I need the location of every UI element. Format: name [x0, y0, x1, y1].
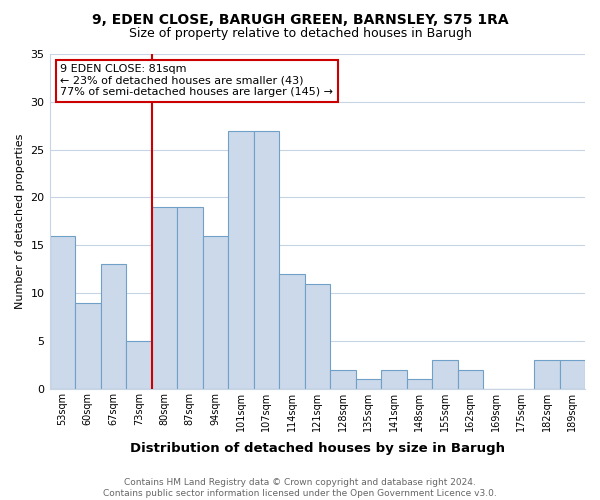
Bar [254, 130, 279, 388]
Bar [101, 264, 126, 388]
Bar [560, 360, 585, 388]
Bar [152, 207, 177, 388]
Bar [356, 379, 381, 388]
Bar [407, 379, 432, 388]
Bar [203, 236, 228, 388]
Bar [75, 302, 101, 388]
Bar [279, 274, 305, 388]
Bar [126, 341, 152, 388]
Bar [534, 360, 560, 388]
Text: Contains HM Land Registry data © Crown copyright and database right 2024.
Contai: Contains HM Land Registry data © Crown c… [103, 478, 497, 498]
Bar [305, 284, 330, 389]
Bar [432, 360, 458, 388]
Text: 9, EDEN CLOSE, BARUGH GREEN, BARNSLEY, S75 1RA: 9, EDEN CLOSE, BARUGH GREEN, BARNSLEY, S… [92, 12, 508, 26]
X-axis label: Distribution of detached houses by size in Barugh: Distribution of detached houses by size … [130, 442, 505, 455]
Bar [50, 236, 75, 388]
Bar [381, 370, 407, 388]
Text: 9 EDEN CLOSE: 81sqm
← 23% of detached houses are smaller (43)
77% of semi-detach: 9 EDEN CLOSE: 81sqm ← 23% of detached ho… [60, 64, 333, 97]
Y-axis label: Number of detached properties: Number of detached properties [15, 134, 25, 309]
Bar [177, 207, 203, 388]
Bar [330, 370, 356, 388]
Text: Size of property relative to detached houses in Barugh: Size of property relative to detached ho… [128, 28, 472, 40]
Bar [228, 130, 254, 388]
Bar [458, 370, 483, 388]
